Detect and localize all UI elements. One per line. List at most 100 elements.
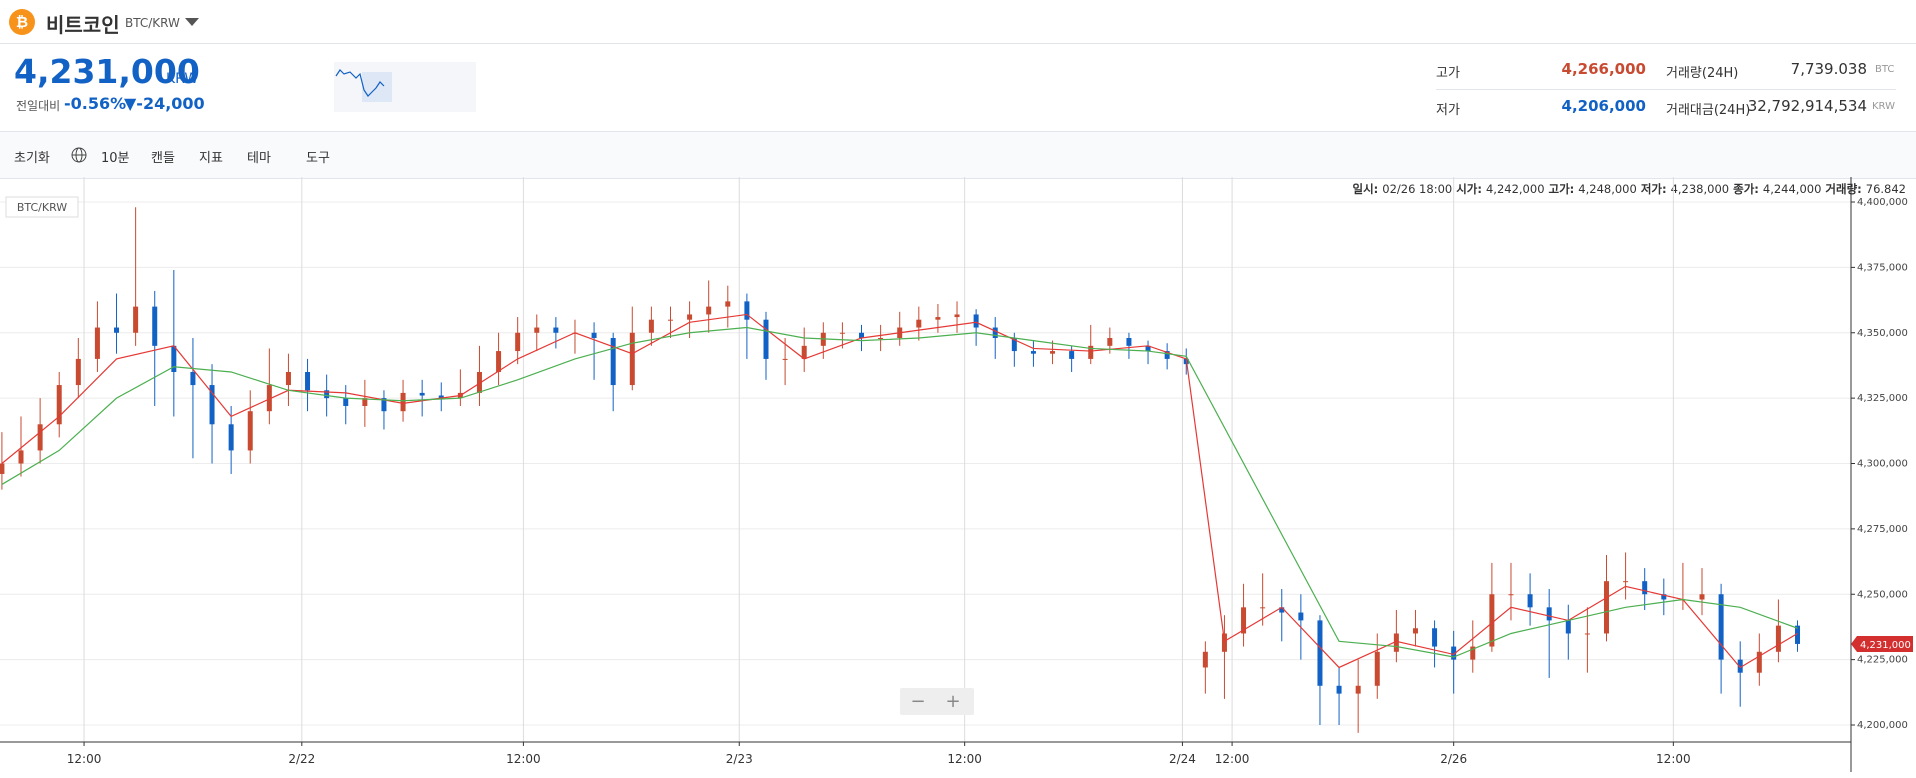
chart: 4,200,000 4,225,000 4,250,000 4,275,000 4,30… bbox=[0, 177, 1913, 772]
candle-body bbox=[1489, 594, 1495, 647]
price-unit: KRW bbox=[166, 71, 199, 87]
candle-body bbox=[266, 385, 272, 412]
candle-body bbox=[1470, 646, 1476, 660]
candle-body bbox=[1164, 351, 1170, 359]
info-value: 4,244,000 bbox=[1762, 182, 1822, 196]
candle-body bbox=[152, 306, 158, 346]
y-tick-label: 4,325,000 bbox=[1857, 393, 1908, 404]
candle-body bbox=[1298, 612, 1304, 621]
tool-menu[interactable]: 도구 bbox=[306, 151, 330, 166]
candle-body bbox=[859, 332, 865, 338]
candle-body bbox=[419, 392, 425, 396]
globe-icon[interactable] bbox=[71, 147, 87, 163]
candle-body bbox=[1241, 607, 1247, 634]
candle-body bbox=[18, 450, 24, 464]
info-label: 일시: bbox=[1352, 182, 1379, 196]
x-tick-label: 2/26 bbox=[1440, 752, 1467, 766]
candle-body bbox=[553, 327, 559, 333]
candle-body bbox=[1069, 351, 1075, 359]
candle-body bbox=[591, 332, 597, 338]
last-price-tag bbox=[1851, 635, 1913, 652]
candle-body bbox=[37, 424, 43, 451]
reset-button[interactable]: 초기화 bbox=[14, 151, 50, 166]
candle-body bbox=[1336, 685, 1342, 694]
x-tick-label: 12:00 bbox=[506, 752, 541, 766]
candle-body bbox=[1699, 594, 1705, 600]
ohlc-info: 일시: 02/26 18:00 시가: 4,242,000 고가: 4,248,000 저가… bbox=[1353, 181, 1911, 197]
candle-body bbox=[343, 398, 349, 406]
candle-body bbox=[1623, 581, 1629, 583]
indicator-menu[interactable]: 지표 bbox=[199, 151, 223, 166]
candle-body bbox=[1412, 628, 1418, 634]
candle-body bbox=[1661, 594, 1667, 600]
candle-body bbox=[1603, 581, 1609, 634]
zoom-controls: − + bbox=[900, 688, 974, 715]
candle-body bbox=[1050, 351, 1056, 354]
candle-body bbox=[763, 319, 769, 359]
toolbar: 초기화 10분 캔들 지표 테마 도구 bbox=[0, 131, 1916, 179]
change-label: 전일대비 bbox=[16, 99, 61, 113]
candle-body bbox=[1565, 620, 1571, 634]
zoom-in[interactable]: + bbox=[945, 691, 960, 712]
interval-menu[interactable]: 10분 bbox=[101, 151, 130, 166]
candle-body bbox=[305, 371, 311, 391]
market-code[interactable]: BTC/KRW bbox=[125, 16, 180, 30]
candle-body bbox=[1279, 607, 1285, 613]
candle-body bbox=[94, 327, 100, 359]
candle-body bbox=[1546, 607, 1552, 621]
coin-name: 비트코인 bbox=[46, 13, 120, 37]
candle-body bbox=[1737, 659, 1743, 673]
x-tick-label: 2/22 bbox=[288, 752, 315, 766]
candle-body bbox=[1030, 351, 1036, 354]
candle-body bbox=[1451, 646, 1457, 660]
y-tick-label: 4,250,000 bbox=[1857, 589, 1908, 600]
last-price-label: 4,231,000 bbox=[1860, 640, 1911, 651]
y-tick-label: 4,300,000 bbox=[1857, 459, 1908, 470]
candle-menu[interactable]: 캔들 bbox=[151, 151, 175, 166]
info-label: 시가: bbox=[1456, 182, 1482, 196]
ticker: 4,231,000 KRW 전일대비 -0.56% ▼-24,000 고가 4,… bbox=[0, 44, 1916, 131]
theme-menu[interactable]: 테마 bbox=[247, 151, 271, 166]
y-tick-label: 4,275,000 bbox=[1857, 524, 1908, 535]
series-label-box bbox=[5, 196, 79, 218]
y-tick-label: 4,200,000 bbox=[1857, 720, 1908, 731]
high-value: 4,266,000 bbox=[1561, 60, 1646, 78]
header: ₿ 비트코인 BTC/KRW bbox=[0, 0, 1916, 44]
candle-body bbox=[1642, 581, 1648, 595]
x-tick-label: 12:00 bbox=[1215, 752, 1250, 766]
candle-body bbox=[228, 424, 234, 451]
candle-body bbox=[629, 332, 635, 386]
x-tick-label: 12:00 bbox=[1656, 752, 1691, 766]
change-rate: -0.56% bbox=[64, 94, 127, 113]
info-value: 76.842 bbox=[1865, 182, 1906, 196]
amount-value: 32,792,914,534 bbox=[1747, 97, 1867, 115]
candle-body bbox=[782, 358, 788, 360]
candle-body bbox=[515, 332, 521, 352]
candle-body bbox=[935, 317, 941, 320]
plot: 4,200,000 4,225,000 4,250,000 4,275,000 4,30… bbox=[0, 177, 1913, 772]
info-value: 4,238,000 bbox=[1670, 182, 1730, 196]
candle-body bbox=[687, 314, 693, 320]
candle-body bbox=[1088, 345, 1094, 359]
x-tick-label: 2/23 bbox=[726, 752, 753, 766]
candle-body bbox=[534, 327, 540, 333]
candle-body bbox=[171, 345, 177, 372]
candle-body bbox=[1260, 607, 1266, 609]
candle-body bbox=[1126, 337, 1132, 346]
dropdown-arrow[interactable] bbox=[185, 18, 199, 27]
candle-body bbox=[381, 398, 387, 412]
coin-logo: ₿ bbox=[9, 9, 35, 35]
candle-body bbox=[878, 337, 884, 339]
candle-body bbox=[1508, 594, 1514, 596]
zoom-out[interactable]: − bbox=[910, 691, 925, 712]
candle-body bbox=[1432, 628, 1438, 647]
divider bbox=[1436, 89, 1896, 90]
amount-unit: KRW bbox=[1872, 101, 1895, 112]
candle-body bbox=[1775, 625, 1781, 652]
info-value: 4,242,000 bbox=[1485, 182, 1545, 196]
change-price: ▼-24,000 bbox=[124, 94, 205, 113]
candle-body bbox=[801, 345, 807, 359]
svg-text:₿: ₿ bbox=[16, 13, 28, 31]
candle-body bbox=[1317, 620, 1323, 686]
